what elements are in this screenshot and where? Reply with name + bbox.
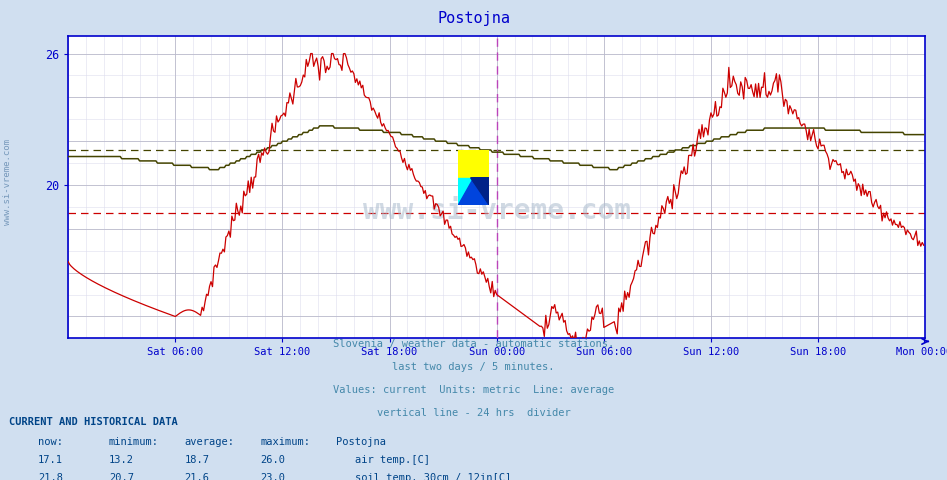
Text: Postojna: Postojna: [336, 437, 386, 447]
Polygon shape: [471, 178, 490, 205]
Text: 21.6: 21.6: [185, 473, 209, 480]
Text: 17.1: 17.1: [38, 455, 63, 465]
Text: Slovenia / weather data - automatic stations.: Slovenia / weather data - automatic stat…: [333, 338, 614, 348]
Text: average:: average:: [185, 437, 235, 447]
Polygon shape: [458, 178, 490, 205]
Text: last two days / 5 minutes.: last two days / 5 minutes.: [392, 361, 555, 372]
Text: www.si-vreme.com: www.si-vreme.com: [3, 139, 12, 226]
Text: CURRENT AND HISTORICAL DATA: CURRENT AND HISTORICAL DATA: [9, 417, 178, 427]
Text: vertical line - 24 hrs  divider: vertical line - 24 hrs divider: [377, 408, 570, 418]
Text: air temp.[C]: air temp.[C]: [355, 455, 430, 465]
Text: 20.7: 20.7: [109, 473, 134, 480]
Text: Postojna: Postojna: [437, 11, 510, 26]
Text: soil temp. 30cm / 12in[C]: soil temp. 30cm / 12in[C]: [355, 473, 511, 480]
Text: Values: current  Units: metric  Line: average: Values: current Units: metric Line: aver…: [333, 384, 614, 395]
Polygon shape: [458, 178, 474, 205]
Text: 26.0: 26.0: [260, 455, 285, 465]
Text: 23.0: 23.0: [260, 473, 285, 480]
Bar: [458, 150, 490, 178]
Text: www.si-vreme.com: www.si-vreme.com: [363, 197, 631, 226]
Text: 21.8: 21.8: [38, 473, 63, 480]
Text: now:: now:: [38, 437, 63, 447]
Text: 13.2: 13.2: [109, 455, 134, 465]
Text: maximum:: maximum:: [260, 437, 311, 447]
Text: 18.7: 18.7: [185, 455, 209, 465]
Text: minimum:: minimum:: [109, 437, 159, 447]
